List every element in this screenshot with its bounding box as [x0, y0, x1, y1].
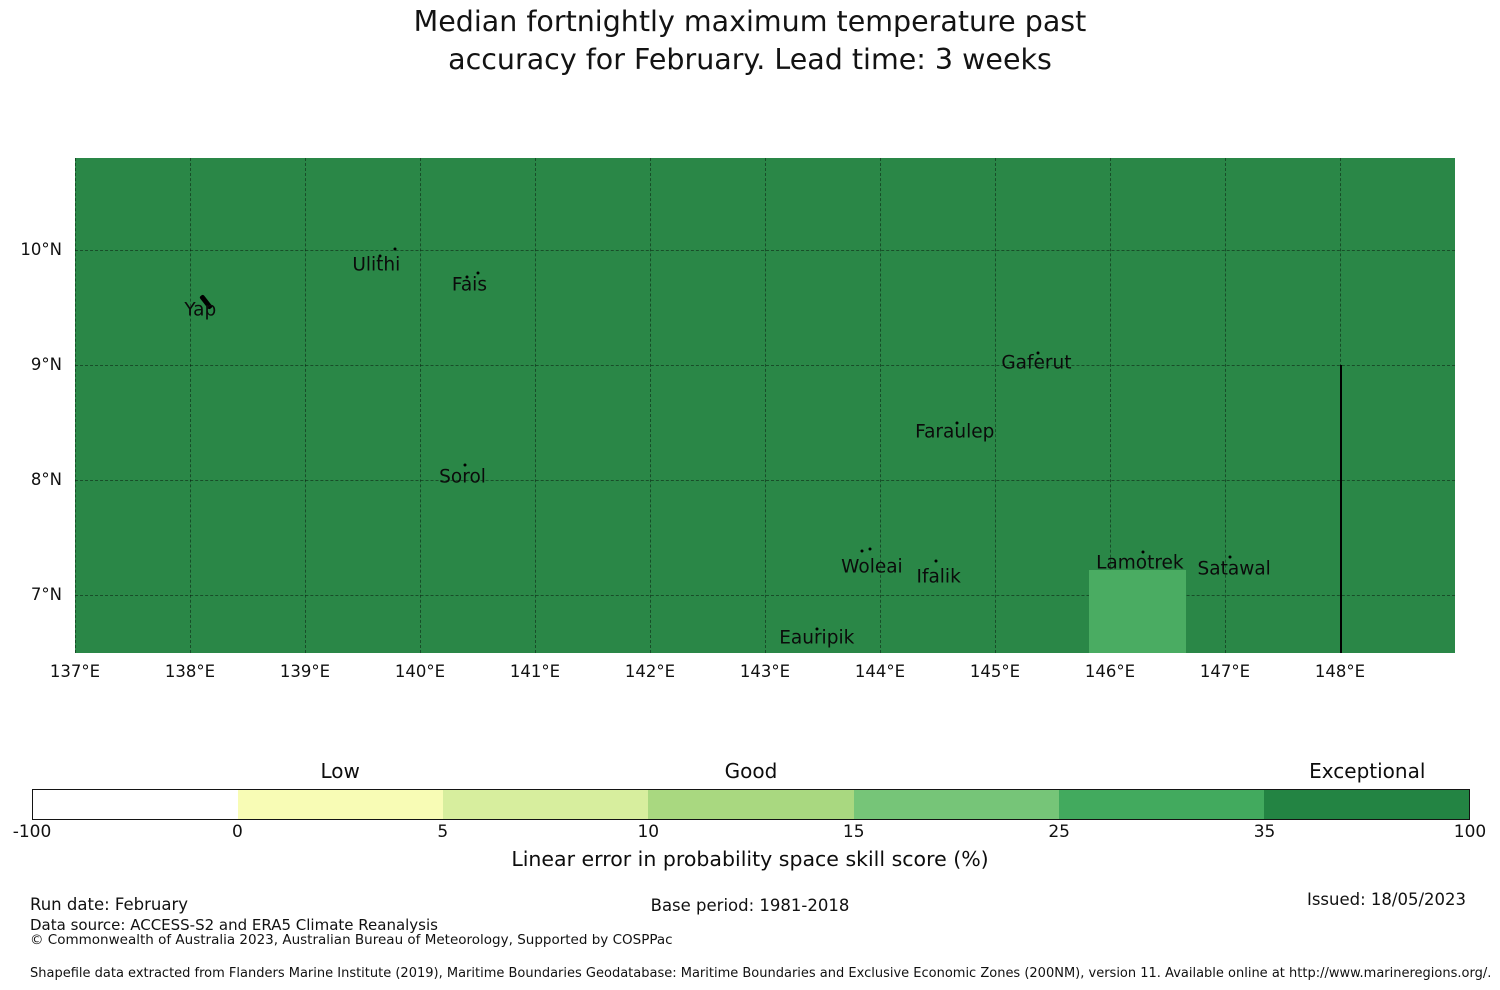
colorbar-category-low: Low — [320, 759, 360, 783]
colorbar-tick-100: -100 — [12, 822, 52, 842]
y-tick-9n: 9°N — [30, 355, 62, 375]
colorbar-tick-100: 100 — [1453, 822, 1487, 842]
colorbar-category-labels: Low Good Exceptional — [32, 759, 1470, 785]
gridline-143e — [765, 158, 766, 653]
x-tick-139e: 139°E — [279, 662, 331, 681]
x-tick-144e: 144°E — [854, 662, 906, 681]
chart-title: Median fortnightly maximum temperature p… — [0, 3, 1500, 79]
colorbar-axis-label: Linear error in probability space skill … — [511, 847, 989, 871]
skill-region-25-to-35 — [1089, 570, 1186, 653]
island-dot-ulithi — [393, 247, 397, 251]
gridline-10n — [75, 250, 1455, 252]
island-dot-faraulep — [955, 421, 959, 425]
island-label-ifalik: Ifalik — [916, 566, 961, 588]
gridline-8n — [75, 480, 1455, 482]
island-label-woleai: Woleai — [841, 556, 903, 578]
x-tick-141e: 141°E — [509, 662, 561, 681]
base-period-text: Base period: 1981-2018 — [650, 896, 850, 915]
gridline-139e — [305, 158, 306, 653]
map-plot-area: Yap Ulithi Fais Sorol Gaferut Faraulep Woleai I… — [75, 158, 1455, 653]
y-axis-tick-labels: 10°N 9°N 8°N 7°N — [0, 158, 62, 653]
colorbar-category-exceptional: Exceptional — [1309, 759, 1426, 783]
maritime-boundary-line — [1340, 365, 1342, 653]
gridline-145e — [995, 158, 996, 653]
colorbar-segment-25-to-35 — [1058, 790, 1264, 819]
colorbar — [32, 789, 1470, 820]
gridline-146e — [1110, 158, 1111, 653]
island-dot-woleai — [868, 547, 872, 551]
island-label-sorol: Sorol — [439, 466, 486, 488]
colorbar-category-good: Good — [724, 759, 778, 783]
island-dot-fais — [476, 271, 479, 275]
island-dot-gaferut — [1036, 351, 1040, 355]
colorbar-tick-15: 15 — [842, 822, 865, 842]
colorbar-segment-0-to-5 — [238, 790, 444, 819]
data-source-text: Data source: ACCESS-S2 and ERA5 Climate … — [30, 916, 438, 934]
island-dot-lamotrek — [1141, 550, 1145, 554]
island-dot-ifalik — [934, 559, 938, 563]
gridline-147e — [1225, 158, 1226, 653]
island-dot-ulithi — [378, 254, 382, 258]
colorbar-segment-10-to-15 — [648, 790, 854, 819]
island-label-faraulep: Faraulep — [915, 421, 995, 443]
gridline-142e — [650, 158, 651, 653]
chart-title-line1: Median fortnightly maximum temperature p… — [413, 5, 1087, 38]
x-tick-147e: 147°E — [1199, 662, 1251, 681]
gridline-141e — [535, 158, 536, 653]
colorbar-segment-15-to-25 — [853, 790, 1059, 819]
island-label-lamotrek: Lamotrek — [1096, 552, 1184, 574]
x-tick-138e: 138°E — [164, 662, 216, 681]
island-label-eauripik: Eauripik — [779, 627, 855, 649]
island-dot-sorol — [463, 463, 467, 467]
island-dot-eauripik — [815, 627, 819, 631]
y-tick-7n: 7°N — [30, 585, 62, 605]
colorbar-tick-0: 0 — [232, 822, 243, 842]
colorbar-tick-10: 10 — [637, 822, 660, 842]
island-label-ulithi: Ulithi — [352, 254, 401, 276]
x-tick-145e: 145°E — [969, 662, 1021, 681]
x-tick-148e: 148°E — [1314, 662, 1366, 681]
gridline-9n — [75, 365, 1455, 367]
colorbar-tick-35: 35 — [1253, 822, 1276, 842]
colorbar-segment-100-to-0 — [33, 790, 239, 819]
shapefile-note-text: Shapefile data extracted from Flanders M… — [30, 966, 1492, 981]
issued-date-text: Issued: 18/05/2023 — [1306, 890, 1466, 909]
island-dot-woleai — [860, 549, 864, 553]
island-dot-fais — [465, 275, 469, 279]
x-tick-140e: 140°E — [394, 662, 446, 681]
gridline-138e — [190, 158, 191, 653]
copyright-text: © Commonwealth of Australia 2023, Austra… — [30, 932, 673, 948]
gridline-144e — [880, 158, 881, 653]
x-tick-142e: 142°E — [624, 662, 676, 681]
x-tick-146e: 146°E — [1084, 662, 1136, 681]
x-tick-137e: 137°E — [49, 662, 101, 681]
y-tick-10n: 10°N — [20, 240, 62, 260]
gridline-137e — [75, 158, 76, 653]
island-label-yap: Yap — [184, 299, 217, 321]
gridline-7n — [75, 595, 1455, 597]
colorbar-tick-labels: -100 0 5 10 15 25 35 100 — [13, 822, 1487, 844]
island-label-gaferut: Gaferut — [1001, 352, 1072, 374]
chart-title-line2: accuracy for February. Lead time: 3 week… — [448, 43, 1052, 76]
colorbar-segment-35-to-100 — [1263, 790, 1469, 819]
island-label-satawal: Satawal — [1197, 558, 1271, 580]
colorbar-tick-25: 25 — [1048, 822, 1070, 842]
x-tick-143e: 143°E — [739, 662, 791, 681]
run-date-text: Run date: February — [30, 895, 189, 914]
colorbar-segment-5-to-10 — [443, 790, 649, 819]
island-label-fais: Fais — [451, 274, 487, 296]
colorbar-tick-5: 5 — [437, 822, 449, 842]
gridline-140e — [420, 158, 421, 653]
island-dot-satawal — [1228, 555, 1232, 559]
x-axis-tick-labels: 137°E 138°E 139°E 140°E 141°E 142°E 143°E 144°E… — [50, 662, 1455, 686]
y-tick-8n: 8°N — [30, 470, 62, 490]
